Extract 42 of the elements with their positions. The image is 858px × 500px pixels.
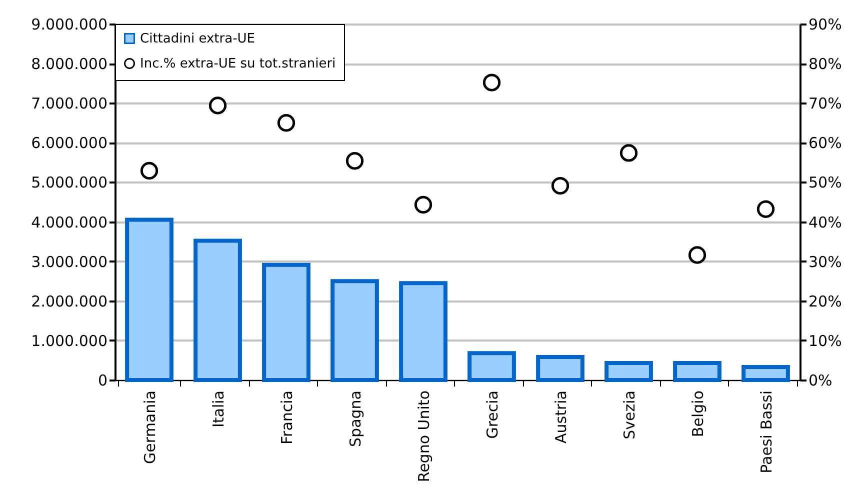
y-tick-label: 5.000.000 — [31, 174, 108, 192]
y-tick-label: 0 — [98, 372, 108, 390]
x-tick-label: Regno Unito — [414, 390, 433, 482]
y2-tick-label: 90% — [808, 16, 842, 34]
y2-tick-label: 20% — [808, 292, 842, 310]
y2-tick-label: 10% — [808, 332, 842, 350]
y-tick-label: 7.000.000 — [31, 94, 108, 113]
point — [620, 144, 638, 162]
y2-tick-label: 70% — [808, 94, 842, 113]
y-tick-label: 8.000.000 — [31, 55, 108, 74]
point — [140, 162, 158, 180]
y2-tick-label: 30% — [808, 252, 842, 271]
y2-tick-label: 40% — [808, 213, 842, 232]
x-tick-label: Belgio — [688, 390, 707, 438]
point — [346, 152, 364, 170]
point — [756, 200, 775, 218]
point — [414, 196, 432, 214]
point — [208, 96, 227, 114]
y-tick-label: 2.000.000 — [31, 292, 108, 310]
point — [551, 176, 570, 195]
x-tick-label: Spagna — [346, 390, 364, 447]
legend-label: Cittadini extra-UE — [140, 32, 255, 46]
point — [688, 246, 706, 264]
y-tick-label: 3.000.000 — [31, 252, 108, 271]
x-tick-label: Paesi Bassi — [757, 390, 776, 474]
y-tick-label: 6.000.000 — [31, 134, 108, 152]
x-tick-label: Austria — [552, 390, 570, 444]
x-tick-label: Grecia — [483, 390, 502, 439]
point — [482, 74, 501, 92]
y-tick-label: 9.000.000 — [31, 16, 108, 34]
x-tick-label: Francia — [278, 390, 296, 445]
legend-label: Inc.% extra-UE su tot.stranieri — [140, 56, 336, 72]
y-tick-label: 1.000.000 — [31, 332, 108, 350]
x-tick-label: Svezia — [620, 390, 638, 440]
y2-tick-label: 50% — [808, 174, 842, 192]
point — [277, 114, 296, 132]
y2-tick-label: 0% — [808, 372, 832, 390]
x-tick-label: Germania — [140, 390, 159, 464]
y2-tick-label: 60% — [808, 134, 842, 152]
y-tick-label: 4.000.000 — [31, 213, 108, 232]
x-tick-label: Italia — [209, 390, 228, 428]
y2-tick-label: 80% — [808, 55, 842, 74]
